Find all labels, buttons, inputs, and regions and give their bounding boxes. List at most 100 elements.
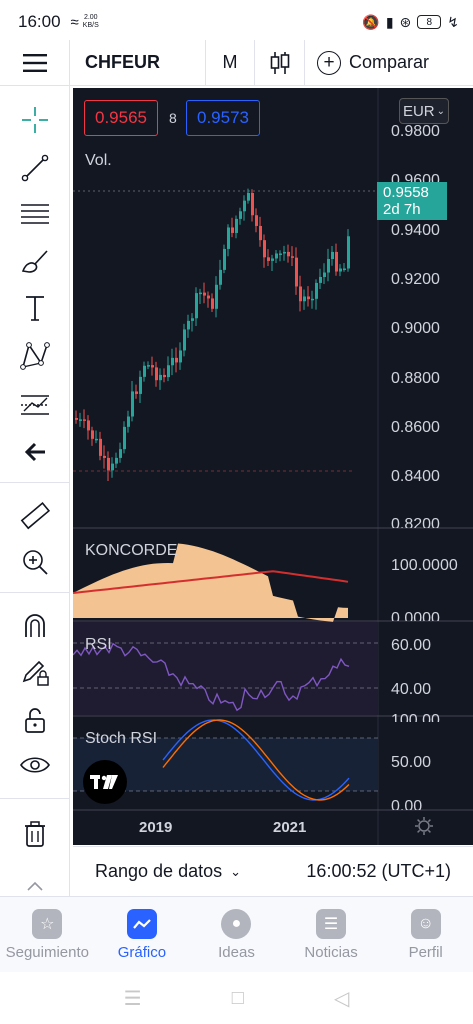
candle-body (231, 227, 234, 233)
nav-grafico[interactable]: Gráfico (95, 897, 190, 972)
unlock-tool[interactable] (0, 700, 70, 740)
zoom-tool[interactable] (0, 542, 70, 582)
current-price: 0.9558 (383, 184, 429, 201)
home-icon[interactable]: □ (231, 986, 244, 1009)
brush-tool[interactable] (0, 242, 70, 282)
status-bar: 16:00 ≈ 2.00 KB/S 🔕 ▮ ⊛ 8 ↯ (0, 0, 473, 44)
candle-body (279, 253, 282, 255)
nav-seguimiento[interactable]: ☆ Seguimiento (0, 897, 95, 972)
candle-body (175, 357, 178, 363)
net-speed-unit: KB/S (82, 22, 99, 29)
lock-drawings-tool[interactable] (0, 652, 70, 692)
koncorde-title[interactable]: KONCORDE (85, 542, 178, 559)
hamburger-icon (22, 53, 47, 72)
chart-type-button[interactable] (255, 39, 305, 86)
currency-selector[interactable]: EUR ⌄ (399, 98, 449, 124)
stoch-d-line (162, 719, 350, 801)
candle-body (215, 284, 218, 309)
tools-divider (0, 592, 70, 593)
candle-body (311, 298, 314, 301)
bid-price-box[interactable]: 0.9565 (84, 100, 158, 136)
stoch-tick: 50.00 (391, 754, 432, 771)
koncorde-area (73, 543, 348, 622)
y-tick-label: 0.8400 (391, 468, 440, 485)
y-tick-label: 0.8200 (391, 516, 440, 528)
nav-perfil[interactable]: ☺ Perfil (378, 897, 473, 972)
compare-label: Comparar (349, 52, 430, 72)
candle-body (327, 258, 330, 273)
candle-body (147, 365, 150, 367)
recent-apps-icon[interactable]: ☰ (123, 987, 142, 1010)
koncorde-line (73, 570, 349, 594)
y-tick-label: 0.9800 (391, 123, 440, 140)
trendline-tool[interactable] (0, 148, 70, 188)
koncorde-tick: 0.0000 (391, 610, 440, 621)
y-tick-label: 0.9000 (391, 320, 440, 337)
tradingview-logo[interactable] (83, 760, 127, 804)
collapse-tools-button[interactable] (0, 432, 70, 472)
candle-body (287, 251, 290, 257)
rsi-title[interactable]: RSI (85, 636, 112, 653)
chevron-down-icon: ⌄ (230, 863, 242, 879)
candle-body (163, 374, 166, 378)
more-tools-button[interactable] (0, 874, 70, 896)
candle-body (303, 296, 306, 302)
candle-body (187, 320, 190, 330)
crosshair-tool[interactable] (0, 100, 70, 140)
text-icon (26, 296, 44, 321)
chart-canvas[interactable]: 0.9565 8 0.9573 Vol. EUR ⌄ 0.9800 0.9600… (73, 88, 473, 845)
candle-body (251, 192, 254, 216)
vibrate-icon: ▮ (385, 13, 394, 30)
compare-button[interactable]: + Comparar (305, 50, 430, 75)
drawing-toolbar (0, 86, 70, 896)
timeframe-button[interactable]: M (205, 39, 255, 86)
text-tool[interactable] (0, 288, 70, 328)
x-tick-label: 2021 (273, 819, 307, 836)
magnet-tool[interactable] (0, 606, 70, 646)
zoom-in-icon (23, 550, 48, 575)
measure-tool[interactable] (0, 496, 70, 536)
chart-settings-icon[interactable] (414, 816, 434, 836)
back-icon[interactable]: ◁ (333, 987, 350, 1010)
candle-body (243, 200, 246, 212)
wifi-icon: ≈ (70, 13, 79, 31)
pattern-tool[interactable] (0, 336, 70, 376)
fib-tool[interactable] (0, 194, 70, 234)
tv-logo-icon (90, 775, 118, 789)
status-icons: 🔕 ▮ ⊛ 8 ↯ (362, 14, 459, 31)
pencil-lock-icon (22, 660, 49, 686)
candle-body (111, 463, 114, 471)
candle-body (151, 365, 154, 368)
candle-body (331, 251, 334, 259)
menu-button[interactable] (0, 39, 70, 86)
candle-body (83, 419, 86, 421)
plus-circle-icon: + (317, 50, 341, 75)
nav-ideas[interactable]: ● Ideas (189, 897, 284, 972)
trash-icon (25, 821, 45, 847)
forecast-tool[interactable] (0, 384, 70, 424)
lightbulb-icon: ● (221, 909, 252, 939)
rsi-indicator (73, 642, 378, 712)
date-range-button[interactable]: Rango de datos ⌄ (73, 861, 241, 882)
ask-price-box[interactable]: 0.9573 (186, 100, 260, 136)
y-tick-label: 0.8600 (391, 419, 440, 436)
candle-body (103, 455, 106, 458)
nav-label: Seguimiento (5, 944, 89, 961)
remove-drawings-tool[interactable] (0, 814, 70, 854)
y-tick-label: 0.9200 (391, 271, 440, 288)
symbol-selector[interactable]: CHFEUR (85, 52, 160, 72)
candle-body (139, 376, 142, 394)
timezone-time[interactable]: 16:00:52 (UTC+1) (306, 861, 451, 881)
system-navigation: ☰ □ ◁ (0, 972, 473, 1024)
visibility-tool[interactable] (0, 746, 70, 786)
candle-body (339, 268, 342, 272)
candle-body (171, 357, 174, 366)
stoch-tick: 100.00 (391, 712, 440, 722)
candle-countdown: 2d 7h (383, 201, 421, 218)
y-tick-label: 0.8800 (391, 370, 440, 387)
nav-noticias[interactable]: ☰ Noticias (284, 897, 379, 972)
stoch-rsi-title[interactable]: Stoch RSI (85, 730, 158, 747)
price-chart-svg[interactable] (73, 88, 473, 845)
candle-body (219, 269, 222, 285)
news-icon: ☰ (316, 909, 347, 939)
